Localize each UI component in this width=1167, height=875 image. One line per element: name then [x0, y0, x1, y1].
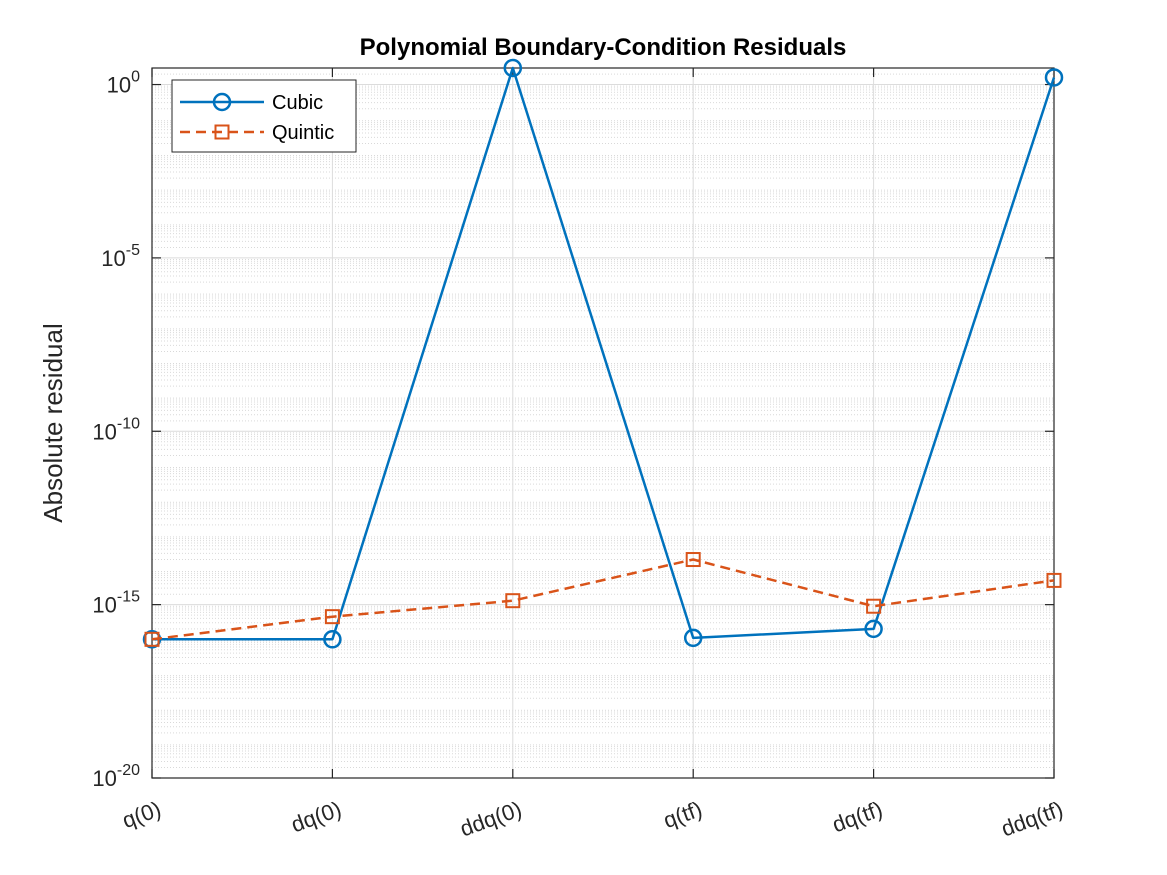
series-quintic	[144, 552, 1062, 647]
legend-marker-cubic	[212, 92, 232, 112]
y-tick-label: 10-10	[92, 415, 140, 444]
data-point-quintic	[866, 598, 882, 614]
y-tick-label: 10-20	[92, 762, 140, 791]
y-tick-label: 10-5	[101, 242, 140, 271]
legend-box	[171, 79, 357, 153]
legend-marker-quintic	[214, 124, 230, 140]
data-point-cubic	[864, 619, 883, 639]
legend-label-quintic: Quintic	[272, 122, 334, 144]
data-point-quintic	[144, 631, 160, 647]
legend: Cubic Quintic	[171, 79, 357, 153]
y-tick-label: 100	[107, 69, 140, 98]
data-point-quintic	[1046, 572, 1062, 588]
plot-box	[151, 67, 1055, 779]
series	[142, 58, 1064, 649]
series-line-quintic	[151, 558, 1055, 641]
data-point-quintic	[505, 593, 521, 609]
data-point-cubic	[1044, 68, 1064, 87]
y-axis-label: Absolute residual	[38, 323, 68, 522]
data-point-cubic	[503, 58, 523, 78]
data-point-quintic	[685, 552, 701, 568]
series-cubic	[142, 58, 1064, 649]
chart-title: Polynomial Boundary-Condition Residuals	[360, 34, 847, 61]
data-point-quintic	[324, 609, 340, 625]
legend-label-cubic: Cubic	[272, 92, 323, 114]
y-tick-label: 10-15	[92, 589, 140, 618]
data-point-cubic	[683, 628, 703, 648]
series-line-cubic	[152, 66, 1056, 641]
data-point-cubic	[323, 630, 342, 649]
